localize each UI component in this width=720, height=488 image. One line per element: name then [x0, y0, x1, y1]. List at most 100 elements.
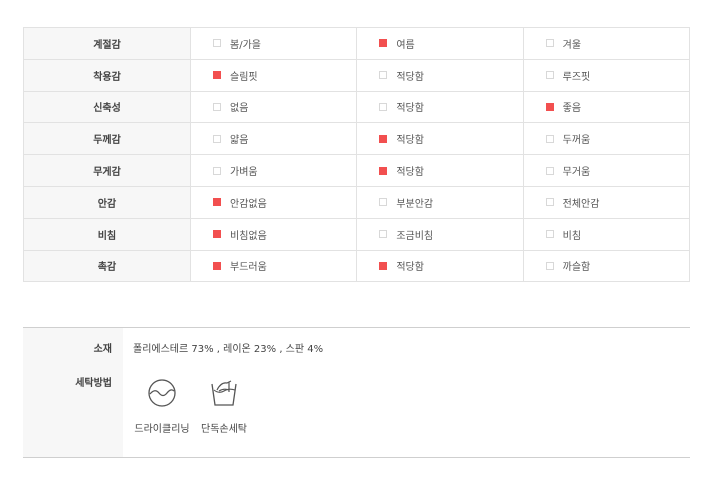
spec-label: 두께감 [23, 122, 191, 156]
spec-option: 여름 [356, 27, 524, 60]
spec-option: 없음 [189, 90, 358, 124]
spec-row: 두께감 얇음 적당함 두꺼움 [23, 122, 691, 156]
option-label: 적당함 [396, 71, 424, 83]
checked-checkbox-icon [213, 198, 221, 207]
option-label: 얇음 [230, 135, 249, 147]
care-label: 드라이클리닝 [134, 424, 190, 435]
checked-checkbox-icon [379, 166, 388, 175]
option-label: 조금비침 [396, 230, 434, 242]
spec-option: 비침 [522, 217, 691, 251]
option-label: 적당함 [396, 262, 424, 274]
checked-checkbox-icon [213, 230, 221, 239]
product-spec-table: 계절감 봄/가을 여름 겨울 착용감 슬림핏 적당함 루즈핏 신축성 없음 적당함 좋음 두께감 얇음 적당… [23, 27, 691, 283]
option-label: 겨울 [562, 39, 582, 51]
spec-option: 부드러움 [189, 249, 358, 283]
spec-option: 적당함 [356, 249, 524, 283]
care-label: 단독손세탁 [201, 424, 247, 435]
spec-label: 안감 [23, 185, 191, 219]
spec-option: 비침없음 [189, 217, 358, 251]
option-label: 적당함 [396, 135, 424, 147]
unchecked-checkbox-icon [545, 261, 554, 270]
unchecked-checkbox-icon [213, 39, 221, 48]
spec-option: 좋음 [522, 90, 691, 124]
unchecked-checkbox-icon [545, 230, 554, 239]
option-label: 적당함 [396, 167, 424, 179]
unchecked-checkbox-icon [545, 134, 554, 143]
option-label: 두꺼움 [562, 135, 591, 147]
spec-row: 안감 안감없음 부분안감 전체안감 [23, 185, 691, 219]
spec-option: 슬림핏 [189, 58, 358, 92]
option-label: 전체안감 [562, 198, 600, 210]
unchecked-checkbox-icon [545, 71, 554, 80]
hand-wash-icon [211, 380, 237, 406]
spec-option: 부분안감 [356, 185, 524, 219]
spec-label: 착용감 [23, 58, 191, 92]
checked-checkbox-icon [545, 102, 554, 111]
unchecked-checkbox-icon [545, 198, 554, 207]
spec-option: 전체안감 [522, 185, 691, 219]
spec-label: 계절감 [23, 27, 191, 60]
unchecked-checkbox-icon [379, 71, 388, 80]
unchecked-checkbox-icon [213, 166, 221, 175]
checked-checkbox-icon [379, 134, 388, 143]
option-label: 봄/가을 [230, 39, 261, 51]
option-label: 여름 [396, 39, 415, 51]
option-label: 비침없음 [230, 230, 267, 242]
material-label: 소재 [93, 344, 112, 355]
spec-option: 안감없음 [189, 185, 358, 219]
option-label: 무거움 [562, 167, 591, 179]
spec-row: 계절감 봄/가을 여름 겨울 [23, 27, 691, 60]
care-item-hand-wash: 단독손세탁 [189, 378, 259, 435]
option-label: 적당함 [396, 103, 424, 115]
spec-row: 비침 비침없음 조금비침 비침 [23, 217, 691, 251]
option-label: 까슬함 [562, 262, 591, 274]
spec-option: 얇음 [189, 122, 358, 156]
spec-label: 신축성 [23, 90, 191, 124]
unchecked-checkbox-icon [379, 230, 388, 239]
spec-option: 봄/가을 [189, 27, 358, 60]
option-label: 안감없음 [230, 198, 267, 210]
option-label: 부분안감 [396, 198, 434, 210]
spec-option: 두꺼움 [522, 122, 691, 156]
spec-option: 루즈핏 [522, 58, 691, 92]
spec-row: 신축성 없음 적당함 좋음 [23, 90, 691, 124]
spec-option: 적당함 [356, 154, 524, 187]
spec-option: 조금비침 [356, 217, 524, 251]
spec-option: 무거움 [522, 154, 691, 187]
option-label: 루즈핏 [562, 71, 591, 83]
spec-row: 착용감 슬림핏 적당함 루즈핏 [23, 58, 691, 92]
spec-option: 까슬함 [522, 249, 691, 283]
care-item-dry-clean: 드라이클리닝 [127, 378, 197, 435]
spec-row: 촉감 부드러움 적당함 까슬함 [23, 249, 691, 283]
spec-label: 촉감 [23, 249, 191, 283]
spec-option: 적당함 [356, 122, 524, 156]
spec-option: 가벼움 [189, 154, 358, 187]
unchecked-checkbox-icon [213, 102, 221, 111]
unchecked-checkbox-icon [545, 166, 554, 175]
checked-checkbox-icon [213, 261, 221, 270]
unchecked-checkbox-icon [213, 134, 221, 143]
spec-label: 비침 [23, 217, 191, 251]
unchecked-checkbox-icon [545, 39, 554, 48]
option-label: 가벼움 [230, 167, 258, 179]
material-care-section: 소재 폴리에스테르 73% , 레이온 23% , 스판 4% 세탁방법 드라이… [23, 327, 690, 458]
checked-checkbox-icon [213, 71, 221, 80]
material-value: 폴리에스테르 73% , 레이온 23% , 스판 4% [133, 344, 324, 355]
option-label: 비침 [562, 230, 582, 242]
spec-label: 무게감 [23, 154, 191, 187]
spec-row: 무게감 가벼움 적당함 무거움 [23, 154, 691, 187]
unchecked-checkbox-icon [379, 102, 388, 111]
dry-clean-icon [148, 379, 176, 407]
spec-option: 적당함 [356, 90, 524, 124]
checked-checkbox-icon [379, 39, 388, 48]
spec-option: 적당함 [356, 58, 524, 92]
option-label: 좋음 [562, 103, 582, 115]
unchecked-checkbox-icon [379, 198, 388, 207]
washing-label: 세탁방법 [75, 378, 112, 389]
option-label: 슬림핏 [230, 71, 258, 83]
option-label: 부드러움 [230, 262, 267, 274]
option-label: 없음 [230, 103, 249, 115]
label-column [23, 328, 123, 457]
spec-option: 겨울 [522, 27, 691, 60]
checked-checkbox-icon [379, 261, 388, 270]
